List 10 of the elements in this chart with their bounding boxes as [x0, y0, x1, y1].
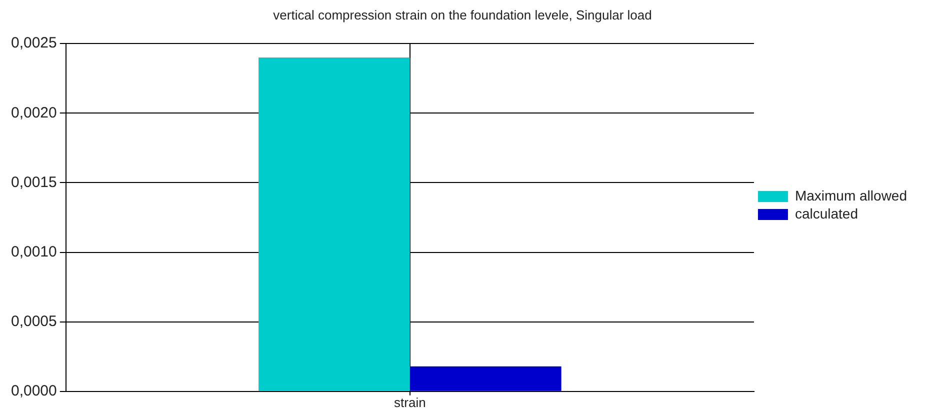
y-tick-label: 0,0010 [10, 243, 57, 260]
legend-label: Maximum allowed [794, 187, 908, 204]
y-tick-label: 0,0025 [10, 34, 57, 52]
y-tick-label: 0,0000 [10, 382, 57, 400]
y-tick-label: 0,0015 [10, 174, 57, 191]
x-tick-label: strain [394, 394, 426, 410]
y-tick-label: 0,0020 [10, 104, 57, 122]
legend-label: calculated [794, 205, 858, 222]
y-tick-label: 0,0005 [10, 312, 57, 330]
chart-title: vertical compression strain on the foundation levele, Singular load [273, 7, 652, 22]
